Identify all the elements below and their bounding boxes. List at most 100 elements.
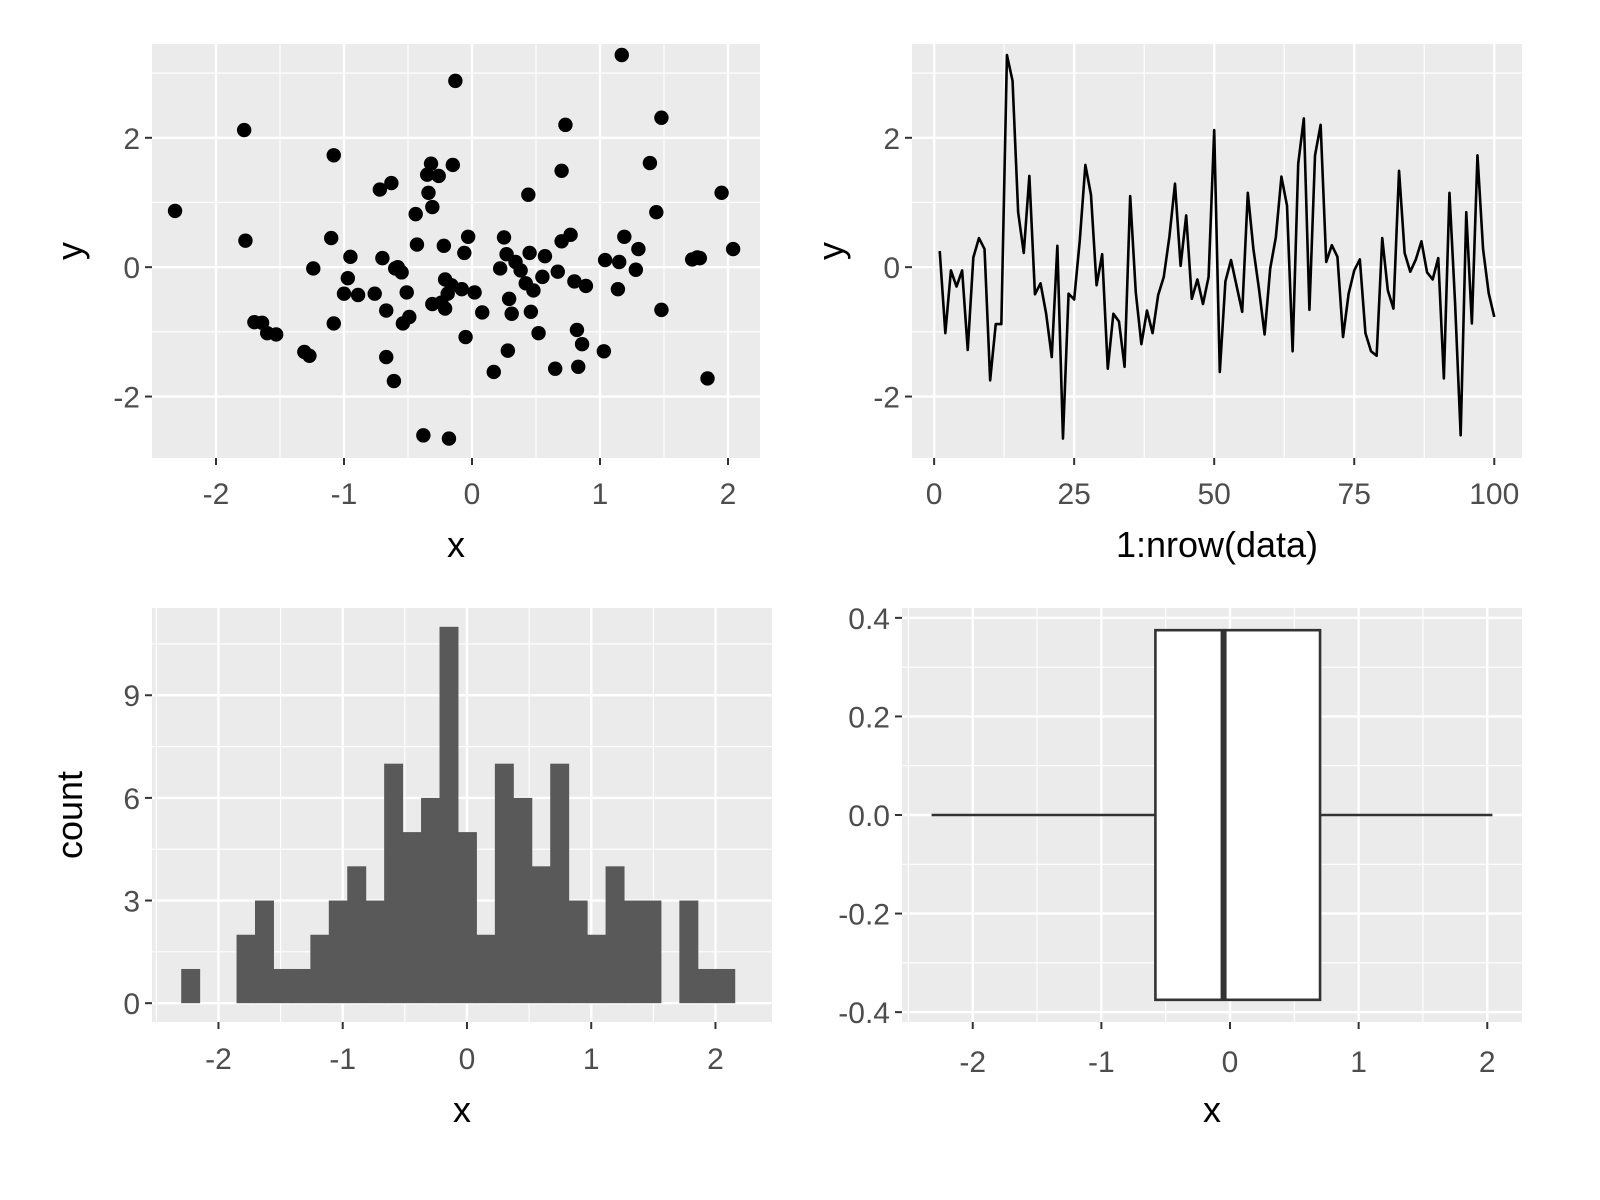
histogram-bar bbox=[679, 900, 699, 1004]
scatter-point bbox=[372, 182, 388, 197]
x-tick-label: 0 bbox=[459, 1043, 476, 1076]
scatter-point bbox=[535, 269, 550, 285]
histogram-bar bbox=[310, 934, 330, 1004]
scatter-point bbox=[306, 261, 321, 276]
x-tick-label: 75 bbox=[1338, 478, 1371, 511]
histogram-bar bbox=[642, 900, 662, 1004]
histogram-bar bbox=[476, 934, 496, 1004]
scatter-point bbox=[343, 249, 358, 265]
y-tick-label: 0.4 bbox=[848, 603, 890, 636]
scatter-point bbox=[336, 286, 352, 301]
scatter-point bbox=[504, 306, 519, 321]
scatter-point bbox=[425, 199, 440, 215]
scatter-point bbox=[500, 343, 516, 358]
histogram-bar bbox=[181, 968, 201, 1004]
scatter-point bbox=[513, 263, 528, 278]
scatter-point bbox=[454, 281, 469, 297]
x-tick-label: 2 bbox=[707, 1043, 724, 1076]
x-tick-label: -1 bbox=[331, 478, 358, 511]
scatter-point bbox=[496, 230, 512, 245]
scatter-point bbox=[578, 278, 594, 294]
x-tick-label: 1 bbox=[583, 1043, 600, 1076]
scatter-point bbox=[537, 248, 553, 264]
histogram-bar bbox=[494, 763, 514, 1004]
scatter-point bbox=[548, 361, 563, 376]
y-tick-label: 2 bbox=[883, 123, 900, 156]
scatter-point bbox=[448, 73, 463, 89]
x-tick-label: 0 bbox=[464, 478, 481, 511]
x-tick-label: 0 bbox=[926, 478, 943, 511]
scatter-point bbox=[596, 344, 612, 359]
y-tick-label: 3 bbox=[123, 886, 140, 919]
scatter-point bbox=[631, 241, 646, 257]
scatter-point bbox=[628, 262, 644, 277]
scatter-point bbox=[554, 163, 569, 178]
histogram-bar bbox=[384, 763, 404, 1004]
y-axis-title: count bbox=[49, 771, 90, 859]
scatter-point bbox=[340, 270, 356, 286]
histogram-bar bbox=[605, 866, 625, 1004]
scatter-point bbox=[458, 329, 473, 345]
panel-3: -2 -1 0 1 2 0 3 6 9 x count bbox=[49, 608, 772, 1130]
scatter-point bbox=[467, 285, 482, 300]
histogram-bar bbox=[347, 866, 367, 1004]
scatter-point bbox=[386, 373, 402, 389]
scatter-point bbox=[501, 291, 517, 307]
series-line bbox=[938, 53, 1496, 440]
scatter-point bbox=[522, 245, 537, 261]
histogram-bar bbox=[365, 900, 385, 1004]
scatter-point bbox=[612, 254, 627, 270]
y-tick-label: 0 bbox=[123, 252, 140, 285]
scatter-point bbox=[574, 336, 590, 352]
scatter-point bbox=[408, 206, 423, 222]
x-axis-title: x bbox=[1203, 1089, 1221, 1130]
scatter-point bbox=[167, 203, 183, 219]
x-axis-title: x bbox=[453, 1089, 471, 1130]
scatter-point bbox=[350, 287, 366, 303]
x-tick-label: -2 bbox=[959, 1046, 986, 1079]
y-tick-label: 6 bbox=[123, 783, 140, 816]
y-tick-label: 9 bbox=[123, 680, 140, 713]
histogram-bar bbox=[421, 797, 441, 1004]
y-tick-label: 0 bbox=[123, 988, 140, 1021]
scatter-point bbox=[238, 233, 253, 248]
scatter-point bbox=[379, 349, 394, 365]
histogram-bar bbox=[236, 934, 256, 1004]
scatter-point bbox=[402, 309, 417, 325]
scatter-point bbox=[571, 359, 586, 374]
scatter-point bbox=[460, 229, 476, 244]
y-tick-label: -2 bbox=[873, 382, 900, 415]
x-tick-label: 1 bbox=[592, 478, 609, 511]
scatter-point bbox=[567, 274, 582, 289]
scatter-point bbox=[692, 250, 708, 266]
scatter-point bbox=[436, 238, 452, 254]
scatter-point bbox=[416, 428, 431, 443]
scatter-point bbox=[531, 325, 546, 341]
histogram-bar bbox=[439, 626, 459, 1004]
scatter-point bbox=[457, 245, 472, 261]
scatter-point bbox=[302, 348, 317, 363]
scatter-point bbox=[526, 283, 541, 298]
histogram-bar bbox=[457, 832, 477, 1004]
scatter-point bbox=[236, 122, 252, 138]
scatter-point bbox=[421, 185, 436, 200]
histogram-bar bbox=[531, 866, 551, 1004]
scatter-point bbox=[563, 227, 578, 243]
scatter-point bbox=[409, 237, 425, 252]
y-axis-title: y bbox=[49, 242, 90, 260]
scatter-point bbox=[326, 316, 341, 331]
y-tick-label: -0.4 bbox=[838, 997, 890, 1030]
histogram-bar bbox=[291, 968, 311, 1004]
x-tick-label: 50 bbox=[1198, 478, 1231, 511]
scatter-point bbox=[437, 301, 453, 316]
scatter-point bbox=[523, 304, 539, 320]
y-tick-label: 0.2 bbox=[848, 701, 890, 734]
y-tick-label: 0 bbox=[883, 252, 900, 285]
scatter-point bbox=[654, 302, 669, 318]
scatter-point bbox=[324, 230, 339, 246]
histogram-bar bbox=[550, 763, 570, 1004]
scatter-point bbox=[445, 157, 460, 173]
scatter-point bbox=[379, 303, 394, 318]
scatter-point bbox=[431, 168, 446, 184]
histogram-bar bbox=[255, 900, 274, 1004]
